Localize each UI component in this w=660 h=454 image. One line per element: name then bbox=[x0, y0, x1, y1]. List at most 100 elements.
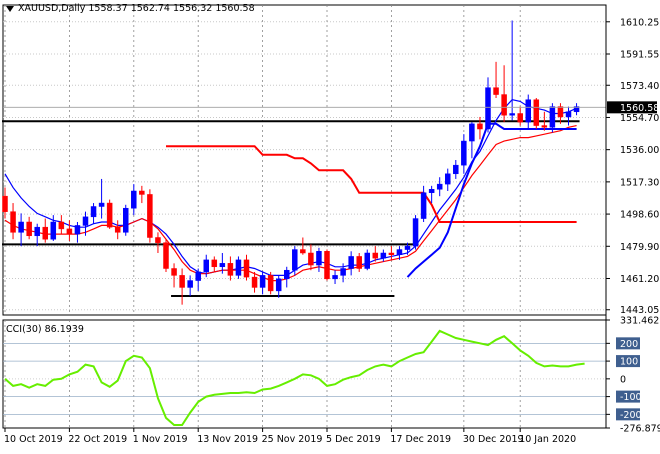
price-tick-label: 1573.40 bbox=[620, 81, 659, 92]
candle-body bbox=[461, 140, 467, 166]
x-axis-label: 17 Dec 2019 bbox=[390, 434, 451, 445]
candle-body bbox=[123, 207, 129, 233]
candle-body bbox=[147, 194, 153, 238]
candle-body bbox=[549, 106, 556, 128]
candle-body bbox=[66, 228, 73, 235]
candle-body bbox=[380, 252, 387, 259]
price-tick-label: 1461.20 bbox=[620, 274, 659, 285]
dropdown-triangle-icon[interactable] bbox=[6, 5, 14, 12]
x-axis-label: 10 Jan 2020 bbox=[519, 434, 576, 445]
candle-body bbox=[163, 242, 169, 269]
price-tick-label: 1554.70 bbox=[620, 113, 659, 124]
candle-body bbox=[74, 225, 81, 235]
candle-body bbox=[219, 263, 226, 268]
cci-tick-label: 200 bbox=[620, 339, 638, 350]
candle-body bbox=[171, 268, 177, 276]
candle-body bbox=[34, 226, 40, 237]
candle-body bbox=[292, 249, 298, 271]
candle-body bbox=[235, 259, 242, 276]
price-tick-label: 1479.90 bbox=[620, 242, 659, 253]
cci-line bbox=[4, 329, 585, 426]
last-price-badge bbox=[607, 101, 657, 114]
candle-body bbox=[356, 256, 362, 269]
candle-body bbox=[203, 259, 209, 273]
price-tick-label: 1498.60 bbox=[620, 210, 659, 221]
candle-body bbox=[26, 221, 32, 237]
candle-body bbox=[541, 125, 548, 128]
candle-body bbox=[509, 113, 515, 116]
candle-body bbox=[501, 94, 507, 116]
indicator-line bbox=[166, 145, 577, 223]
candle-body bbox=[155, 237, 161, 243]
candle-body bbox=[259, 275, 266, 288]
candle-body bbox=[98, 202, 105, 207]
symbol-label: XAUUSD,Daily bbox=[18, 3, 86, 14]
x-axis-label: 1 Nov 2019 bbox=[133, 434, 188, 445]
candle-body bbox=[324, 251, 330, 280]
candle-body bbox=[420, 192, 427, 219]
candle-body bbox=[533, 99, 540, 126]
x-axis-label: 10 Oct 2019 bbox=[4, 434, 63, 445]
candle-body bbox=[436, 183, 443, 190]
candle-body bbox=[396, 249, 403, 255]
x-axis-label: 22 Oct 2019 bbox=[68, 434, 127, 445]
last-price-label: 1560.58 bbox=[620, 103, 659, 114]
candle-body bbox=[412, 218, 419, 247]
candle-body bbox=[332, 275, 338, 280]
cci-value: 86.1939 bbox=[44, 324, 84, 335]
price-tick-label: 1443.05 bbox=[620, 305, 659, 316]
open-value: 1558.37 bbox=[88, 3, 128, 14]
x-axis-label: 5 Dec 2019 bbox=[326, 434, 381, 445]
candle-body bbox=[139, 190, 145, 195]
candle-body bbox=[187, 280, 193, 288]
low-value: 1556.32 bbox=[173, 3, 213, 14]
candle-body bbox=[90, 206, 97, 218]
high-value: 1562.74 bbox=[130, 3, 170, 14]
candle-body bbox=[340, 268, 346, 276]
candle-body bbox=[300, 249, 306, 254]
cci-level-badge bbox=[616, 355, 640, 368]
close-value: 1560.58 bbox=[215, 3, 255, 14]
candle-body bbox=[573, 106, 580, 113]
indicator-line bbox=[4, 125, 577, 282]
candle-body bbox=[106, 202, 113, 228]
candle-body bbox=[493, 87, 499, 95]
candle-body bbox=[364, 252, 370, 269]
candle-body bbox=[227, 263, 234, 276]
candle-body bbox=[275, 278, 282, 292]
indicator-line bbox=[4, 99, 577, 276]
candle-body bbox=[453, 164, 459, 175]
candle-body bbox=[211, 259, 218, 268]
price-tick-label: 1591.55 bbox=[620, 49, 659, 60]
candle-body bbox=[179, 275, 185, 288]
price-tick-label: 1517.30 bbox=[620, 177, 659, 188]
cci-tick-label: -100 bbox=[620, 392, 642, 403]
cci-level-badge bbox=[616, 390, 640, 403]
cci-level-badge bbox=[616, 408, 640, 421]
candle-body bbox=[348, 256, 354, 269]
cci-header: CCI(30) 86.1939 bbox=[6, 324, 84, 335]
cci-tick-label: -276.8793 bbox=[620, 424, 660, 435]
cci-level-badge bbox=[616, 337, 640, 350]
candle-body bbox=[517, 113, 523, 123]
candle-body bbox=[243, 259, 250, 278]
candle-body bbox=[18, 221, 24, 233]
x-axis-label: 13 Nov 2019 bbox=[197, 434, 258, 445]
candle-body bbox=[469, 123, 475, 142]
candle-body bbox=[445, 173, 451, 185]
price-tick-label: 1610.25 bbox=[620, 17, 659, 28]
candle-body bbox=[267, 275, 274, 292]
candle-body bbox=[284, 269, 290, 280]
candle-body bbox=[404, 245, 411, 250]
candle-body bbox=[525, 99, 531, 123]
candle-body bbox=[2, 195, 8, 212]
candle-body bbox=[565, 111, 572, 118]
candle-body bbox=[428, 189, 435, 193]
x-axis-label: 30 Dec 2019 bbox=[463, 434, 524, 445]
candle-body bbox=[251, 276, 258, 288]
candle-body bbox=[195, 271, 201, 281]
price-header: XAUUSD,Daily 1558.37 1562.74 1556.32 156… bbox=[6, 3, 255, 14]
cci-tick-label: 331.462 bbox=[620, 316, 659, 327]
